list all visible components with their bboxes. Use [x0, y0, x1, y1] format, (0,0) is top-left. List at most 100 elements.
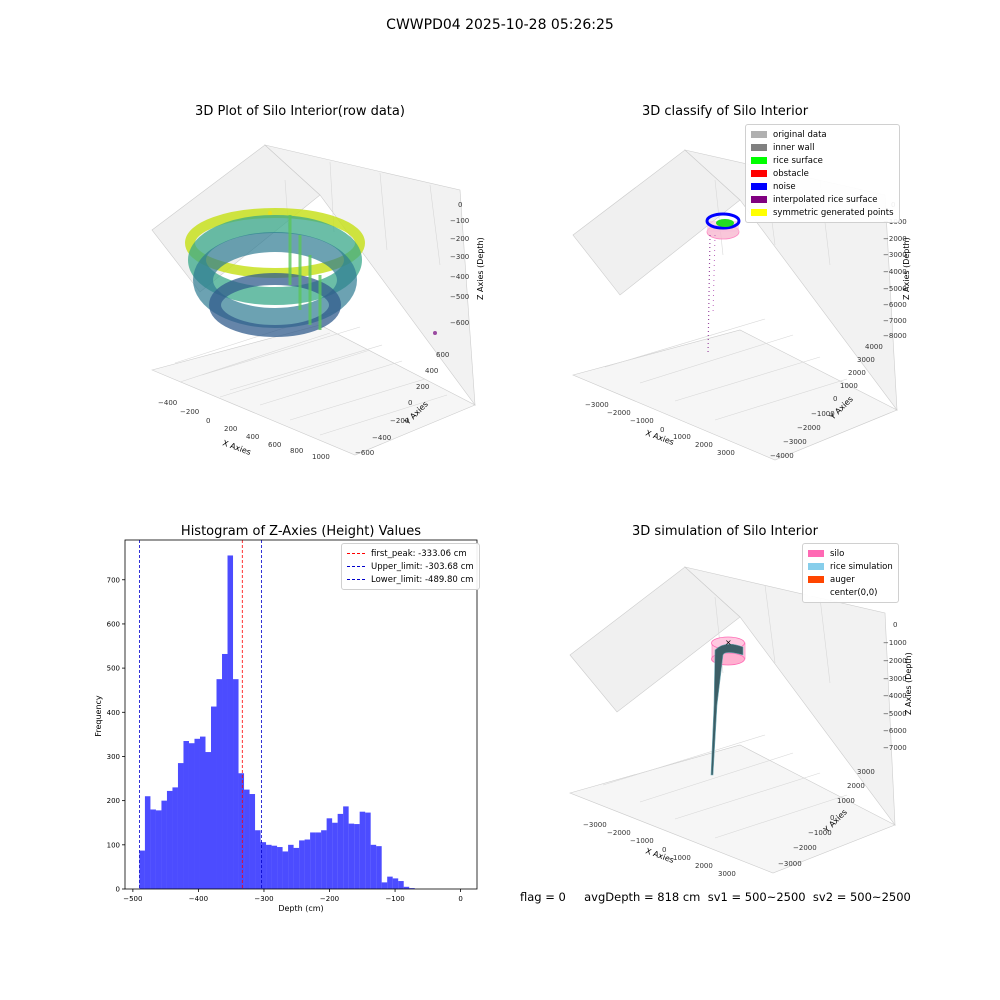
histogram-legend: first_peak: -333.06 cm Upper_limit: -303…: [341, 543, 480, 590]
svg-text:−7000: −7000: [883, 317, 907, 325]
svg-text:−500: −500: [450, 293, 469, 301]
histogram-bar: [205, 752, 212, 889]
histogram-bar: [216, 679, 223, 889]
histogram-bar: [354, 824, 360, 889]
panel4-zlabel: Z Axies (Depth): [904, 652, 913, 715]
svg-text:−3000: −3000: [585, 401, 609, 409]
svg-text:200: 200: [416, 383, 429, 391]
histogram-bar: [172, 787, 178, 889]
svg-text:−2000: −2000: [607, 829, 631, 837]
histogram-bar: [155, 810, 162, 889]
legend-entry: original data: [751, 128, 894, 141]
svg-text:−200: −200: [180, 408, 199, 416]
legend-line: [347, 553, 365, 554]
svg-text:600: 600: [268, 441, 281, 449]
histogram-xlabel: Depth (cm): [278, 904, 323, 913]
legend-entry: noise: [751, 180, 894, 193]
legend-swatch: [808, 576, 824, 583]
histogram-bar: [315, 832, 322, 889]
histogram-bar: [194, 738, 200, 889]
panel4-xlabel: X Axies: [644, 846, 675, 865]
panel1-zlabel: Z Axies (Depth): [476, 237, 485, 300]
svg-text:−600: −600: [450, 319, 469, 327]
svg-text:0: 0: [408, 399, 412, 407]
histogram-bar: [337, 813, 344, 889]
svg-text:−1000: −1000: [811, 410, 835, 418]
histogram-bar: [398, 881, 404, 889]
legend-swatch: [751, 170, 767, 177]
histogram-bar: [244, 789, 250, 889]
legend-line: [347, 566, 365, 567]
y-tick-label: 200: [107, 797, 120, 805]
svg-text:−5000: −5000: [883, 710, 907, 718]
svg-text:−200: −200: [390, 417, 409, 425]
legend-swatch: [751, 209, 767, 216]
histogram-bar: [211, 706, 217, 889]
x-tick-label: −300: [254, 895, 273, 903]
svg-text:−1000: −1000: [630, 417, 654, 425]
svg-text:400: 400: [425, 367, 438, 375]
svg-text:−2000: −2000: [797, 424, 821, 432]
histogram-bar: [343, 806, 349, 889]
svg-text:×: ×: [725, 638, 732, 647]
histogram-bar: [288, 844, 294, 889]
legend-swatch: [808, 589, 824, 596]
svg-text:−4000: −4000: [770, 452, 794, 460]
svg-text:−8000: −8000: [883, 332, 907, 340]
histogram-bar: [381, 882, 388, 889]
svg-text:−400: −400: [158, 399, 177, 407]
panel2-zlabel: Z Axies (Depth): [902, 237, 911, 300]
svg-text:−6000: −6000: [883, 727, 907, 735]
x-tick-label: −400: [189, 895, 208, 903]
legend-entry: rice surface: [751, 154, 894, 167]
svg-text:0: 0: [893, 621, 897, 629]
legend-swatch: [751, 196, 767, 203]
histogram-bar: [260, 842, 267, 889]
svg-text:−1000: −1000: [630, 837, 654, 845]
panel1-xlabel: X Axies: [221, 438, 252, 457]
panel4-legend: silo rice simulation auger center(0,0): [802, 543, 899, 603]
svg-text:0: 0: [833, 395, 837, 403]
svg-text:−2000: −2000: [793, 844, 817, 852]
svg-text:1000: 1000: [673, 433, 691, 441]
histogram-frame: [124, 539, 478, 890]
x-tick-label: −200: [320, 895, 339, 903]
panel4-title: 3D simulation of Silo Interior: [632, 524, 818, 539]
histogram-bar: [255, 830, 261, 889]
legend-entry: Lower_limit: -489.80 cm: [347, 573, 474, 586]
svg-text:1000: 1000: [840, 382, 858, 390]
x-tick-label: −500: [123, 895, 142, 903]
legend-entry: silo: [808, 547, 893, 560]
svg-text:2000: 2000: [847, 782, 865, 790]
svg-text:1000: 1000: [673, 854, 691, 862]
panel1-point-cloud: [185, 208, 437, 337]
svg-text:200: 200: [224, 425, 237, 433]
histogram-bar: [183, 741, 189, 889]
histogram-bar: [359, 811, 366, 889]
svg-text:1000: 1000: [312, 453, 330, 461]
panel3-title: Histogram of Z-Axies (Height) Values: [180, 524, 422, 539]
histogram-bar: [299, 840, 305, 889]
legend-swatch: [808, 563, 824, 570]
svg-text:−300: −300: [450, 253, 469, 261]
histogram-bar: [150, 809, 156, 889]
histogram-bar: [282, 851, 289, 889]
histogram-bar: [144, 796, 151, 889]
y-tick-label: 400: [107, 709, 120, 717]
histogram-ylabel: Frequency: [94, 695, 103, 737]
svg-text:4000: 4000: [865, 343, 883, 351]
histogram-bar: [293, 847, 300, 889]
svg-text:600: 600: [436, 351, 449, 359]
svg-text:−3000: −3000: [583, 821, 607, 829]
svg-text:−6000: −6000: [883, 301, 907, 309]
svg-text:−4000: −4000: [883, 692, 907, 700]
svg-text:1000: 1000: [837, 797, 855, 805]
svg-text:−1000: −1000: [883, 639, 907, 647]
histogram-bars: [139, 555, 415, 889]
legend-entry: auger: [808, 573, 893, 586]
histogram-y-ticks: 0 100 200 300 400 500 600 700: [107, 576, 125, 894]
legend-entry: Upper_limit: -303.68 cm: [347, 560, 474, 573]
svg-text:−7000: −7000: [883, 744, 907, 752]
histogram-bar: [403, 886, 410, 889]
